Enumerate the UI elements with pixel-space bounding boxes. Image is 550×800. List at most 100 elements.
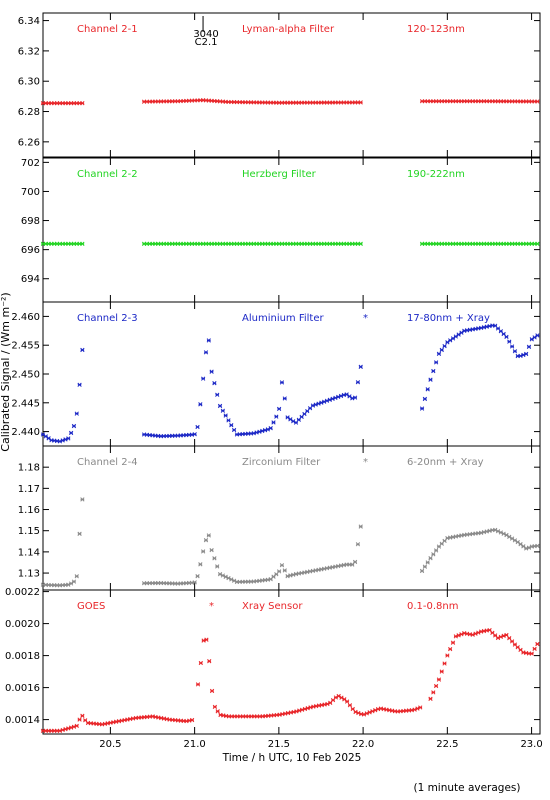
panel-title-left: Channel 2-3 — [77, 313, 138, 324]
data-point — [445, 653, 450, 658]
data-point — [74, 574, 79, 579]
data-point — [282, 396, 287, 401]
y-tick-label: 6.34 — [18, 16, 40, 27]
data-point — [344, 699, 350, 704]
footnote: (1 minute averages) — [413, 782, 520, 794]
data-point — [436, 677, 442, 682]
data-point — [439, 669, 444, 674]
y-axis-label: Calibrated Signal / (Wm m⁻²) — [0, 292, 12, 451]
y-tick-label: 0.0018 — [5, 651, 40, 662]
panel-title-mid: Lyman-alpha Filter — [242, 24, 335, 35]
data-point — [535, 333, 540, 338]
data-point — [358, 524, 363, 529]
y-tick-label: 1.15 — [18, 526, 40, 537]
data-point — [419, 568, 425, 574]
flare-label-bottom: C2.1 — [195, 37, 218, 48]
panel-title-right: 0.1-0.8nm — [407, 601, 459, 612]
data-point — [442, 343, 447, 349]
data-point — [80, 713, 85, 718]
data-point — [209, 369, 214, 374]
panel-title-mid: Herzberg Filter — [242, 169, 317, 180]
data-point — [231, 427, 237, 433]
panel-title-left: GOES — [77, 601, 105, 612]
panel-star-marker: * — [363, 313, 368, 324]
data-point — [355, 380, 361, 385]
data-point — [535, 241, 540, 246]
panel-title-left: Channel 2-4 — [77, 457, 138, 468]
data-point — [201, 549, 206, 554]
data-point — [212, 381, 217, 386]
data-point — [201, 376, 206, 381]
panel-title-left: Channel 2-1 — [77, 24, 138, 35]
data-point — [204, 637, 209, 642]
data-point — [512, 349, 518, 354]
y-tick-label: 2.440 — [11, 427, 40, 438]
data-point — [425, 560, 430, 565]
data-point — [276, 406, 282, 412]
data-point — [212, 556, 217, 561]
data-point — [428, 696, 433, 701]
data-point — [418, 705, 423, 710]
data-point — [504, 632, 509, 638]
data-point — [507, 636, 512, 641]
panel-2: 694 696 698 700 702 Channel 2-2 Herzberg Filte… — [21, 157, 541, 303]
data-point — [77, 717, 82, 722]
y-tick-label: 1.14 — [18, 547, 40, 558]
data-point — [436, 351, 442, 356]
y-tick-label: 0.0020 — [5, 619, 40, 630]
y-tick-label: 700 — [21, 187, 40, 198]
panels-group: 6.26 6.28 6.30 6.32 6.34 Channel 2-1 Lyman-alp… — [5, 12, 543, 750]
data-point — [450, 640, 456, 645]
data-point — [428, 377, 433, 382]
x-tick-label: 21.5 — [268, 739, 290, 750]
x-axis-label: Time / h UTC, 10 Feb 2025 — [222, 752, 362, 764]
y-tick-label: 1.17 — [18, 484, 40, 495]
data-point — [198, 660, 203, 666]
data-point — [215, 709, 220, 714]
data-point — [71, 423, 77, 429]
y-tick-label: 2.455 — [11, 341, 40, 352]
data-point — [431, 552, 436, 557]
data-point — [535, 99, 540, 104]
data-point — [442, 661, 447, 666]
y-tick-label: 2.445 — [11, 398, 40, 409]
data-point — [433, 360, 439, 365]
y-tick-label: 694 — [21, 274, 40, 285]
data-point — [276, 569, 282, 574]
panel-star-marker: * — [363, 457, 368, 468]
data-point — [268, 426, 273, 431]
data-point — [223, 413, 228, 418]
data-point — [274, 414, 279, 419]
data-point — [68, 430, 74, 436]
data-point — [419, 406, 425, 411]
data-point — [282, 568, 287, 573]
data-point — [229, 423, 234, 428]
data-point — [425, 387, 430, 392]
y-tick-label: 696 — [21, 245, 40, 256]
data-point — [433, 683, 439, 689]
data-point — [71, 579, 77, 584]
data-point — [198, 562, 203, 567]
data-point — [80, 101, 85, 106]
data-point — [215, 564, 220, 569]
data-point — [212, 704, 218, 710]
y-tick-label: 1.18 — [18, 463, 40, 474]
data-point — [226, 418, 231, 423]
data-point — [271, 420, 276, 425]
data-point — [448, 646, 453, 652]
data-point — [358, 364, 363, 369]
data-point — [80, 347, 85, 353]
y-tick-label: 702 — [21, 158, 40, 169]
panel-frame — [42, 589, 541, 735]
data-point — [66, 436, 71, 441]
y-tick-label: 1.13 — [18, 569, 40, 580]
data-point — [192, 580, 197, 585]
data-point — [422, 564, 428, 569]
panel-title-mid: Zirconium Filter — [242, 457, 321, 468]
panel-title-left: Channel 2-2 — [77, 169, 138, 180]
x-tick-label: 20.5 — [99, 739, 121, 750]
data-point — [431, 690, 436, 695]
data-point — [74, 723, 79, 729]
data-point — [80, 497, 85, 502]
